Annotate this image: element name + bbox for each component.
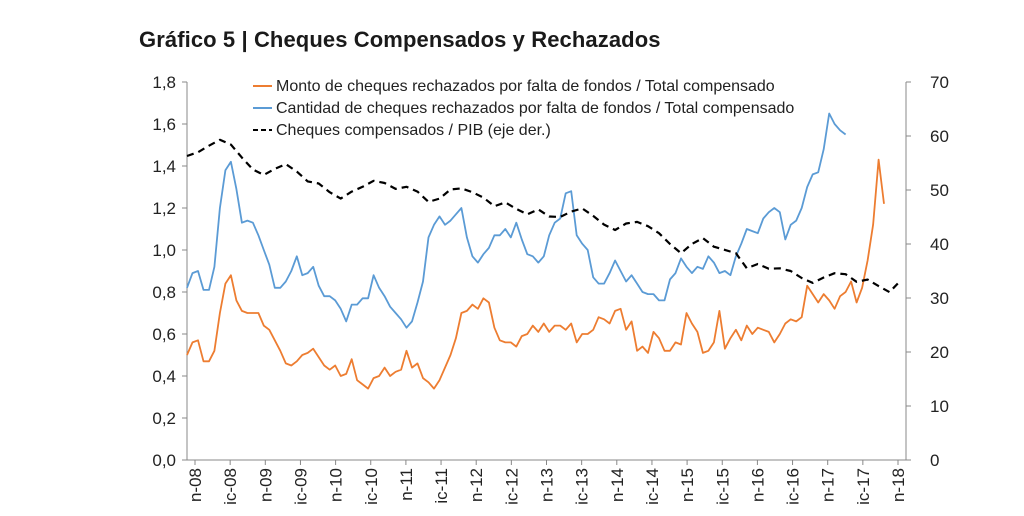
legend-label: Monto de cheques rechazados por falta de… xyxy=(276,78,775,95)
x-tick-label: ic-09 xyxy=(291,468,310,505)
x-tick-label: n-15 xyxy=(678,468,697,502)
x-tick-label: n-18 xyxy=(889,468,908,502)
x-tick-label: n-12 xyxy=(467,468,486,502)
y-right-tick-label: 30 xyxy=(930,289,949,308)
y-right-tick-label: 60 xyxy=(930,127,949,146)
x-tick-label: n-13 xyxy=(538,468,557,502)
x-tick-label: n-11 xyxy=(397,468,416,501)
x-tick-label: n-17 xyxy=(819,468,838,502)
y-left-tick-label: 1,2 xyxy=(152,199,176,218)
series-line-3 xyxy=(186,138,902,294)
y-left-tick-label: 1,4 xyxy=(152,157,176,176)
legend: Monto de cheques rechazados por falta de… xyxy=(253,78,794,139)
series-line-2 xyxy=(186,112,847,329)
x-tick-label: n-10 xyxy=(327,468,346,502)
chart-title: Gráfico 5 | Cheques Compensados y Rechaz… xyxy=(139,27,661,52)
legend-label: Cheques compensados / PIB (eje der.) xyxy=(276,122,551,139)
y-right-tick-label: 40 xyxy=(930,235,949,254)
x-tick-label: ic-14 xyxy=(643,468,662,505)
y-right-tick-label: 50 xyxy=(930,181,949,200)
series-line-1 xyxy=(186,158,885,390)
x-tick-label: ic-16 xyxy=(784,468,803,505)
x-tick-label: n-14 xyxy=(608,468,627,502)
y-left-tick-label: 0,8 xyxy=(152,283,176,302)
x-tick-label: n-16 xyxy=(748,468,767,502)
y-left-tick-label: 0,0 xyxy=(152,451,176,470)
x-tick-label: ic-13 xyxy=(573,468,592,505)
x-tick-label: n-09 xyxy=(256,468,275,502)
y-left-tick-label: 0,2 xyxy=(152,409,176,428)
x-tick-label: ic-15 xyxy=(713,468,732,505)
y-left-tick-label: 0,4 xyxy=(152,367,176,386)
y-right-tick-label: 20 xyxy=(930,343,949,362)
x-tick-label: ic-12 xyxy=(502,468,521,505)
x-tick-label: ic-10 xyxy=(362,468,381,505)
y-right-tick-label: 10 xyxy=(930,397,949,416)
legend-label: Cantidad de cheques rechazados por falta… xyxy=(276,100,794,117)
y-left-tick-label: 1,8 xyxy=(152,73,176,92)
series-lines xyxy=(186,112,902,390)
y-left-tick-label: 1,0 xyxy=(152,241,176,260)
axes: 0,0 0,2 0,4 0,6 0,8 1,0 1,2 1,4 1,6 1,8 0 10 20 30 40 5… xyxy=(152,73,949,505)
y-left-tick-label: 0,6 xyxy=(152,325,176,344)
x-tick-label: ic-11 xyxy=(432,468,451,504)
x-tick-label: ic-08 xyxy=(221,468,240,505)
x-tick-label: ic-17 xyxy=(854,468,873,505)
y-right-tick-label: 70 xyxy=(930,73,949,92)
x-tick-label: n-08 xyxy=(186,468,205,502)
y-left-tick-label: 1,6 xyxy=(152,115,176,134)
y-right-tick-label: 0 xyxy=(930,451,939,470)
